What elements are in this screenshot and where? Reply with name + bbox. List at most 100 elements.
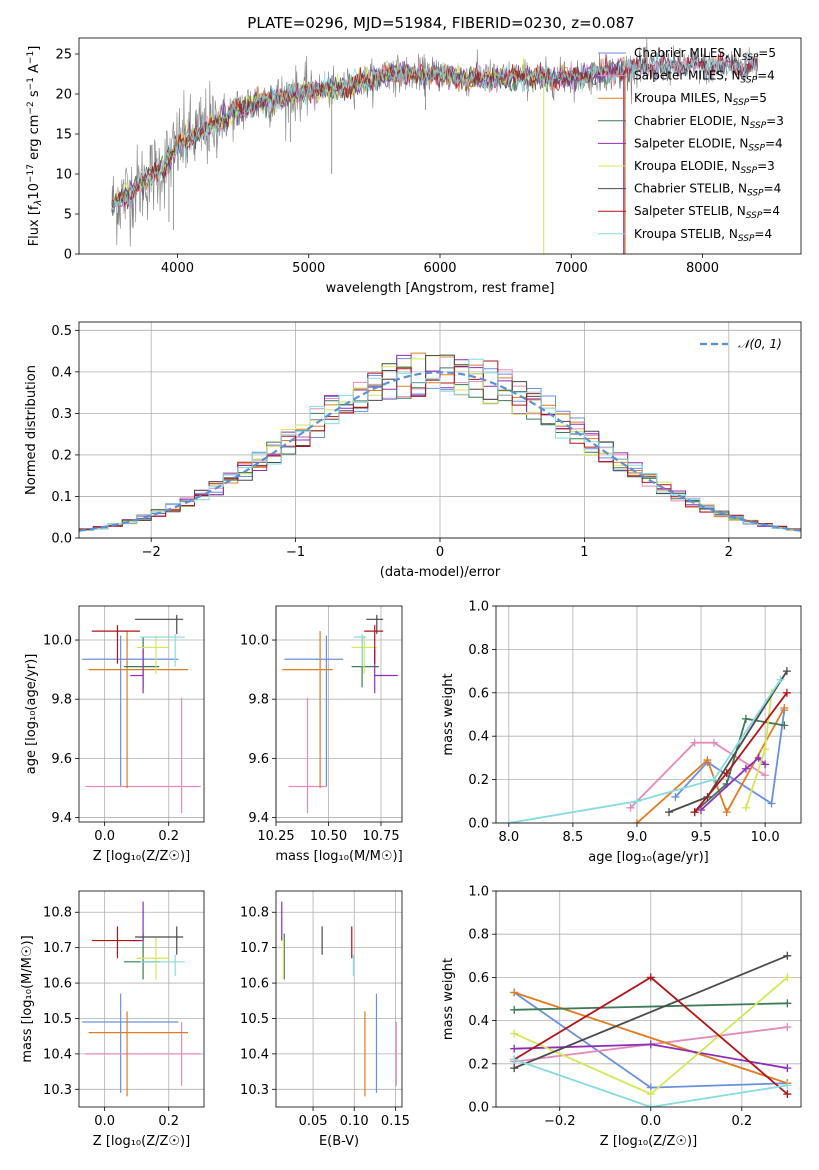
weight-point-marker xyxy=(632,797,641,806)
weight-point-marker xyxy=(761,745,770,754)
weight-point-marker xyxy=(782,667,791,676)
x-tick-label: 9.5 xyxy=(691,830,712,845)
weight-series-line xyxy=(674,710,786,806)
weight-point-marker xyxy=(741,764,750,773)
x-tick-label: −2 xyxy=(142,545,161,560)
y-tick-label: 9.8 xyxy=(248,693,269,708)
y-axis-label: Flux [fλ10−17 erg cm−2 s−1 A−1] xyxy=(26,46,44,247)
y-label-part: s xyxy=(27,90,42,101)
y-tick-label: 10.4 xyxy=(43,1047,72,1062)
weight-point-marker xyxy=(510,1044,519,1053)
weight-point-marker xyxy=(783,999,792,1008)
x-tick-label: 7000 xyxy=(555,261,588,276)
normal-curve xyxy=(79,371,801,532)
weight-series-line xyxy=(513,991,788,1085)
y-tick-label: 9.4 xyxy=(51,811,72,826)
legend-nssp: 5 xyxy=(759,91,767,105)
y-axis-label: mass weight xyxy=(441,958,456,1040)
panels-layer: 4000 5000 6000 7000 80000510152025wavelength… xyxy=(20,37,802,1149)
x-tick-label: 8.5 xyxy=(563,830,584,845)
plot-area xyxy=(79,352,801,533)
x-tick-label: 0.10 xyxy=(340,1114,369,1129)
y-tick-label: 0.0 xyxy=(51,532,72,547)
y-tick-label: 9.6 xyxy=(248,752,269,767)
x-axis-label: age [log₁₀(age/yr)] xyxy=(588,850,709,865)
legend-entry: Kroupa STELIB, NSSP=4 xyxy=(634,227,772,244)
x-tick-label: 4000 xyxy=(161,261,194,276)
x-axis-label: Z [log₁₀(Z/Z☉)] xyxy=(600,1134,697,1149)
legend-name: Kroupa ELODIE xyxy=(634,159,724,173)
legend-eq: = xyxy=(758,46,768,60)
legend-entry: 𝒩(0, 1) xyxy=(738,337,782,351)
plot-area xyxy=(82,614,201,814)
weight-point-marker xyxy=(783,1064,792,1073)
plot-area xyxy=(82,901,201,1097)
weight-point-marker xyxy=(776,675,785,684)
weight-point-marker xyxy=(504,819,513,823)
y-tick-label: 25 xyxy=(55,48,72,63)
legend-entry: Chabrier MILES, NSSP=5 xyxy=(634,46,776,63)
legend-nssp: 4 xyxy=(764,227,772,241)
weight-point-marker xyxy=(626,803,635,812)
weight-point-marker xyxy=(722,769,731,778)
legend-n: , N xyxy=(724,159,741,173)
legend-name: Kroupa STELIB xyxy=(634,227,721,241)
y-label-part: ] xyxy=(27,46,42,51)
x-tick-label: −0.2 xyxy=(544,1114,576,1129)
y-tick-label: 0.6 xyxy=(468,971,489,986)
weight-point-marker xyxy=(646,1090,655,1099)
legend-eq: = xyxy=(757,159,767,173)
weight-point-marker xyxy=(761,771,770,780)
spectrum-model-line xyxy=(111,51,758,210)
legend-sub: SSP xyxy=(738,234,755,244)
y-tick-label: 20 xyxy=(55,88,72,103)
y-tick-label: 10.7 xyxy=(43,941,72,956)
weight-point-marker xyxy=(690,738,699,747)
legend-name: Chabrier STELIB xyxy=(634,182,730,196)
plot-area xyxy=(282,614,398,814)
weight-series-line xyxy=(508,679,782,823)
legend-nssp: 4 xyxy=(772,204,780,218)
axes-frame xyxy=(495,605,802,824)
plot-area xyxy=(281,901,397,1097)
y-tick-label: 10.5 xyxy=(240,1012,269,1027)
weight-point-marker xyxy=(665,808,674,817)
y-tick-label: 10.8 xyxy=(43,906,72,921)
x-tick-label: 10.25 xyxy=(257,829,294,844)
weight-point-marker xyxy=(646,973,655,982)
y-label-part: −1 xyxy=(26,77,36,90)
legend-sub: SSP xyxy=(733,98,750,108)
x-tick-label: 0.0 xyxy=(94,1114,115,1129)
legend-sub: SSP xyxy=(750,121,767,131)
weight-point-marker xyxy=(709,775,718,784)
y-label-part: Flux [f xyxy=(27,205,42,246)
weight-point-marker xyxy=(697,805,706,814)
weight-point-marker xyxy=(767,799,776,808)
y-tick-label: 9.6 xyxy=(51,752,72,767)
y-tick-label: 0.3 xyxy=(51,407,72,422)
x-tick-label: 0.15 xyxy=(381,1114,410,1129)
y-tick-label: 0.2 xyxy=(51,448,72,463)
legend-entry: Chabrier ELODIE, NSSP=3 xyxy=(634,114,784,131)
y-tick-label: 0 xyxy=(64,248,72,263)
y-label-part: −2 xyxy=(26,101,36,114)
weight-point-marker xyxy=(761,760,770,769)
panel-mass-vs-EBV: 0.05 0.10 0.15 10.3 10.4 10.5 10.6 10.7 10.8 E(B-… xyxy=(240,890,410,1149)
weight-point-marker xyxy=(780,703,789,712)
x-tick-label: 1 xyxy=(580,545,588,560)
weight-point-marker xyxy=(722,808,731,817)
legend-nssp: 4 xyxy=(767,69,775,83)
y-tick-label: 0.4 xyxy=(468,730,489,745)
y-tick-label: 10.7 xyxy=(240,941,269,956)
x-axis-label: mass [log₁₀(M/M☉)] xyxy=(275,849,402,864)
x-tick-label: 0.05 xyxy=(299,1114,328,1129)
x-tick-label: 0.2 xyxy=(158,1114,179,1129)
weight-series-line xyxy=(629,741,766,809)
legend-sub: SSP xyxy=(748,143,765,153)
weight-point-marker xyxy=(632,819,641,823)
axes-frame xyxy=(78,37,802,255)
weight-point-marker xyxy=(783,951,792,960)
x-tick-label: 0.0 xyxy=(94,829,115,844)
weight-point-marker xyxy=(510,1055,519,1064)
y-tick-label: 1.0 xyxy=(468,600,489,615)
